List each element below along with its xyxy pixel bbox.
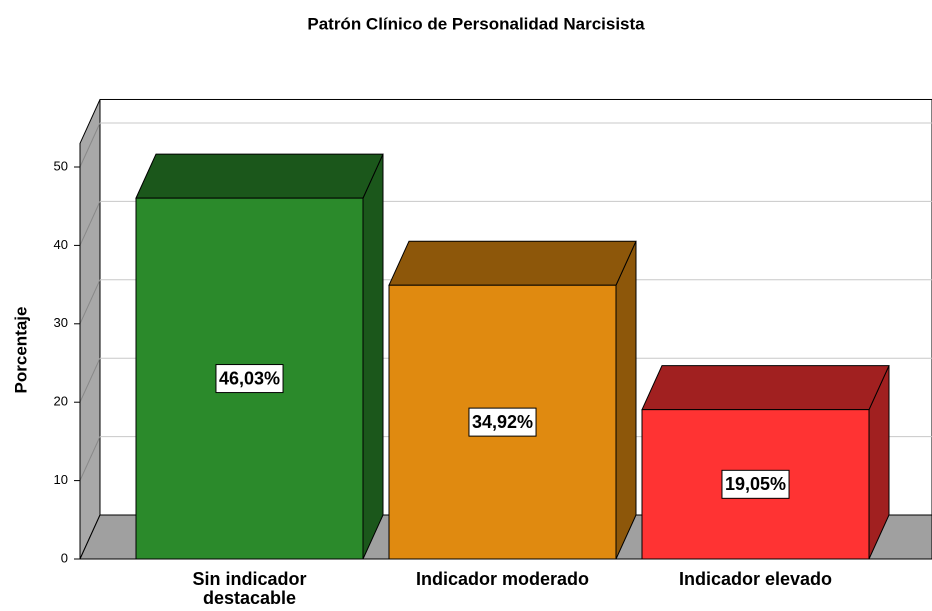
grid-line (79, 122, 101, 168)
y-tick-label: 50 (54, 158, 68, 173)
bar-side (615, 241, 637, 560)
value-label: 46,03% (219, 368, 280, 388)
grid-line (79, 357, 101, 403)
bar-side (362, 153, 384, 560)
bar (641, 365, 890, 560)
x-tick-label: Sin indicador destacable (192, 569, 307, 608)
bar (388, 240, 637, 560)
y-tick-label: 20 (54, 394, 68, 409)
y-axis-label: Porcentaje (11, 307, 30, 394)
x-tick-label: Indicador elevado (678, 569, 833, 589)
y-tick-label: 30 (54, 315, 68, 330)
y-tick-label: 0 (61, 550, 68, 565)
grid-line (79, 279, 101, 325)
value-label: 19,05% (725, 474, 786, 494)
x-tick-label: Indicador moderado (415, 569, 590, 589)
y-tick-label: 10 (54, 472, 68, 487)
value-label-box (721, 469, 790, 499)
grid-line (79, 436, 101, 481)
grid-line (79, 201, 101, 246)
value-label-box (468, 407, 537, 437)
y-tick-label: 40 (54, 237, 68, 252)
bar-top (641, 365, 890, 411)
chart-title: Patrón Clínico de Personalidad Narcisist… (307, 14, 645, 33)
bar-top (135, 153, 384, 199)
bar-top (388, 240, 637, 286)
left-wall (79, 99, 101, 560)
value-label: 34,92% (472, 412, 533, 432)
value-label-box (215, 364, 284, 394)
bar (135, 153, 384, 560)
